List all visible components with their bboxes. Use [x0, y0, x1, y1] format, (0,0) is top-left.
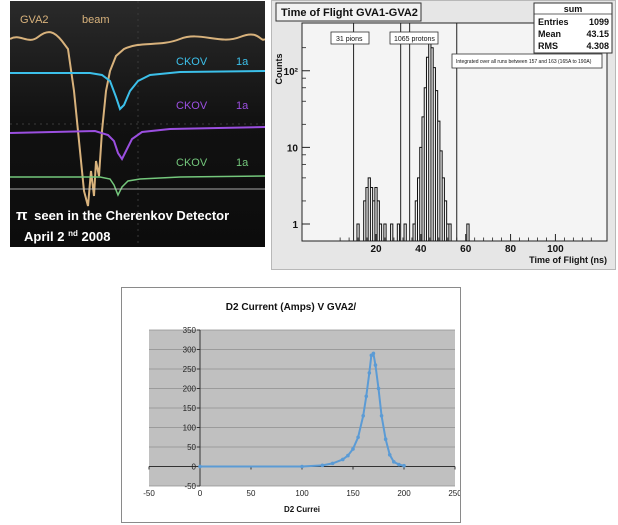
ckov-trace-cyan	[10, 70, 265, 111]
d2-y-tick-label: 200	[183, 385, 197, 394]
d2-data-point	[361, 414, 365, 418]
d2-data-point	[387, 453, 392, 457]
d2-data-point	[383, 437, 388, 441]
ckov-trace-green	[10, 175, 265, 197]
ckov-label-green: CKOV	[176, 157, 208, 169]
channel-label-purple: 1a	[236, 100, 249, 112]
d2-data-point	[373, 363, 378, 367]
tof-ticks: 20 40 60 80 100 1 10 10²	[284, 47, 592, 255]
d2-y-tick-label: 0	[192, 463, 197, 472]
scope-traces-svg: GVA2 beam CKOV 1a CKOV 1a CKOV 1a π seen…	[10, 1, 265, 247]
tof-histogram-svg: Time of Flight GVA1-GVA2 20 40 60 80 100 1 10 1…	[272, 1, 615, 269]
tof-x-tick-label: 40	[415, 244, 427, 255]
tof-histogram-panel: Time of Flight GVA1-GVA2 20 40 60 80 100 1 10 1…	[271, 0, 616, 270]
tof-y-axis-title: Counts	[274, 54, 284, 85]
cherenkov-scope-photo: GVA2 beam CKOV 1a CKOV 1a CKOV 1a π seen…	[10, 1, 265, 247]
protons-annotation: 1065 protons	[394, 36, 435, 43]
d2-data-point	[392, 460, 396, 464]
pi-symbol: π	[16, 207, 28, 224]
stats-label-mean: Mean	[538, 29, 561, 39]
scope-date: April 2 nd 2008	[24, 224, 110, 244]
beam-label: beam	[82, 14, 110, 26]
stats-value-entries: 1099	[589, 17, 609, 27]
d2-chart-svg: D2 Current (Amps) V GVA2/ -5005010015020…	[143, 302, 460, 514]
d2-x-tick-label: 0	[198, 489, 203, 498]
ckov-label-purple: CKOV	[176, 100, 208, 112]
d2-data-point	[341, 457, 345, 462]
ckov-trace-purple	[10, 126, 265, 161]
d2-data-point	[198, 464, 202, 469]
caption-text: seen in the Cherenkov Detector	[34, 208, 229, 223]
tof-title-box	[275, 2, 422, 22]
d2-x-tick-label: 100	[295, 489, 309, 498]
d2-x-axis-title: D2 Currei	[284, 505, 320, 514]
date-suffix: 2008	[82, 229, 111, 244]
d2-y-tick-label: 100	[183, 424, 197, 433]
integration-box	[451, 53, 603, 69]
d2-y-tick-label: 150	[183, 404, 197, 413]
d2-data-point	[379, 414, 384, 418]
integration-annotation: Integrated over all runs between 157 and…	[456, 59, 592, 65]
channel-label-green: 1a	[236, 157, 249, 169]
d2-series-points	[198, 351, 406, 469]
pions-annotation: 31 pions	[336, 36, 363, 43]
tof-x-axis-title: Time of Flight (ns)	[529, 255, 607, 265]
d2-data-point	[402, 463, 406, 468]
date-superscript: nd	[68, 229, 78, 238]
pions-box	[330, 31, 370, 45]
stats-value-mean: 43.15	[586, 29, 609, 39]
d2-data-point	[351, 447, 355, 451]
stats-value-rms: 4.308	[586, 41, 609, 51]
ckov-label-cyan: CKOV	[176, 56, 208, 68]
d2-x-tick-label: -50	[143, 489, 155, 498]
d2-x-tick-label: 50	[247, 489, 256, 498]
scope-caption: π seen in the Cherenkov Detector	[16, 207, 229, 224]
tof-x-tick-label: 100	[547, 244, 564, 255]
d2-data-point	[330, 461, 335, 466]
d2-data-point	[356, 435, 360, 440]
d2-data-point	[376, 386, 381, 391]
tof-y-tick-label: 10²	[284, 67, 299, 78]
d2-data-point	[300, 464, 304, 469]
d2-chart-title: D2 Current (Amps) V GVA2/	[226, 302, 357, 313]
d2-y-tick-label: 350	[183, 326, 197, 335]
tof-y-tick-label: 10	[287, 143, 299, 154]
gva2-trace	[10, 31, 265, 207]
d2-data-point	[346, 453, 350, 458]
stats-box	[533, 2, 613, 54]
stats-label-entries: Entries	[538, 17, 569, 27]
stats-title: sum	[564, 4, 583, 14]
d2-data-point	[371, 351, 376, 356]
d2-data-point	[364, 394, 369, 399]
d2-y-tick-label: 50	[187, 443, 196, 452]
tof-x-tick-label: 80	[505, 244, 517, 255]
d2-current-chart-panel: D2 Current (Amps) V GVA2/ -50 0 50 100 150 20…	[121, 287, 461, 523]
tof-x-tick-label: 20	[370, 244, 382, 255]
channel-label-cyan: 1a	[236, 56, 249, 68]
stats-label-rms: RMS	[538, 41, 558, 51]
tof-y-tick-label: 1	[292, 220, 298, 231]
gva2-label: GVA2	[20, 14, 49, 26]
d2-y-tick-label: -50	[184, 482, 196, 491]
d2-data-point	[367, 371, 372, 375]
d2-data-point	[320, 463, 325, 468]
d2-y-tick-label: 250	[183, 365, 197, 374]
tof-title: Time of Flight GVA1-GVA2	[281, 7, 418, 19]
d2-x-tick-label: 150	[346, 489, 360, 498]
tof-x-tick-label: 60	[460, 244, 472, 255]
date-prefix: April 2	[24, 229, 64, 244]
d2-x-tick-label: 250	[448, 489, 460, 498]
d2-data-point	[397, 462, 401, 467]
d2-x-tick-label: 200	[397, 489, 411, 498]
protons-box	[389, 31, 439, 45]
d2-y-tick-label: 300	[183, 346, 197, 355]
